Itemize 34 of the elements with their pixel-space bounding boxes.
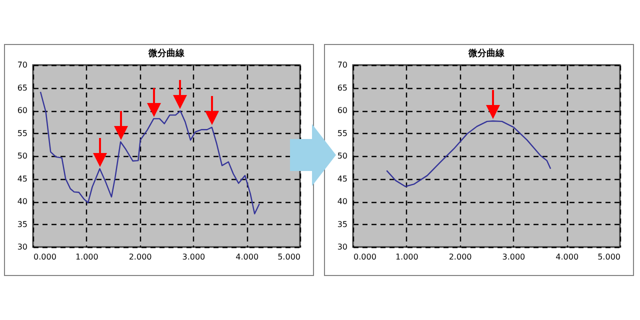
x-tick-label: 5.000 [278,252,300,262]
y-tick-label: 35 [337,220,348,229]
y-tick-label: 60 [337,106,348,115]
x-tick-label: 2.000 [448,252,472,262]
y-tick-label: 65 [337,83,348,92]
y-tick-label: 45 [337,174,348,184]
y-tick-label: 70 [337,60,348,70]
y-tick-label: 45 [17,174,28,184]
y-tick-label: 35 [17,220,28,229]
y-tick-label: 55 [17,128,28,138]
x-tick-label: 2.000 [128,252,152,262]
x-tick-label: 1.000 [75,252,98,262]
y-tick-label: 30 [337,242,348,252]
y-tick-label: 70 [17,60,28,70]
x-tick-label: 3.000 [502,252,526,262]
line-series [386,120,552,188]
y-tick-label: 50 [337,152,348,160]
x-tick-label: 3.000 [182,252,206,262]
x-tick-label: 4.000 [236,252,259,262]
x-tick-label: 0.000 [354,252,376,262]
chart-title: 微分曲線 [468,48,506,59]
y-tick-label: 65 [17,83,28,92]
x-tick-label: 1.000 [395,252,418,262]
x-tick-label: 5.000 [598,252,620,262]
y-tick-label: 60 [17,106,28,115]
y-tick-label: 40 [337,197,348,206]
line-series [40,91,260,214]
y-tick-label: 55 [337,128,348,138]
x-tick-label: 0.000 [34,252,56,262]
y-tick-label: 40 [17,197,28,206]
y-tick-label: 50 [17,152,28,160]
chart-title: 微分曲線 [148,48,186,59]
y-tick-label: 30 [17,242,28,252]
x-tick-label: 4.000 [556,252,579,262]
